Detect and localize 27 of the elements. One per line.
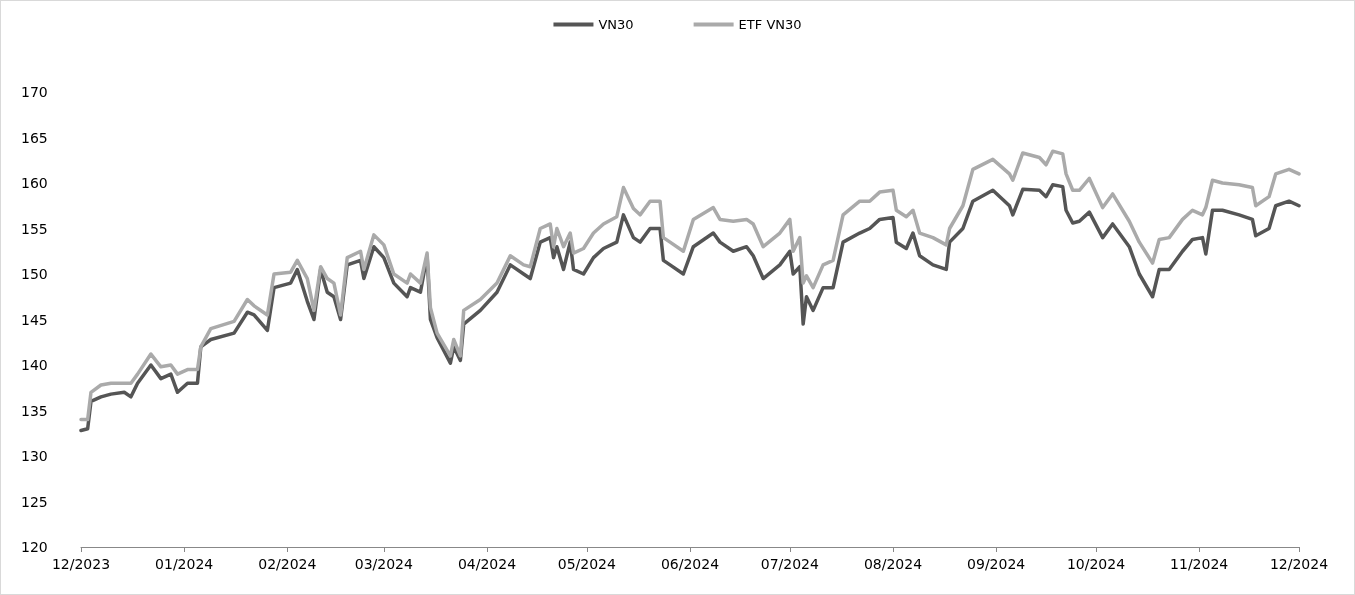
legend-label: VN30 [598, 17, 634, 32]
y-tick-label: 120 [21, 539, 48, 555]
y-tick-label: 170 [21, 84, 48, 100]
x-tick-label: 11/2024 [1170, 556, 1229, 572]
x-tick-label: 05/2024 [557, 556, 616, 572]
x-tick-label: 02/2024 [258, 556, 317, 572]
y-tick-label: 140 [21, 357, 48, 373]
y-tick-label: 125 [21, 493, 48, 510]
y-tick-label: 135 [21, 402, 48, 419]
legend-label: ETF VN30 [738, 17, 802, 32]
x-tick-label: 08/2024 [863, 556, 923, 572]
y-tick-label: 160 [21, 175, 48, 191]
y-tick-label: 130 [21, 448, 48, 464]
y-tick-label: 145 [21, 311, 48, 328]
x-tick-label: 06/2024 [660, 556, 720, 572]
x-tick-label: 03/2024 [354, 556, 413, 572]
x-tick-label: 12/2023 [51, 556, 111, 572]
x-tick-label: 07/2024 [760, 556, 819, 572]
x-tick-label: 01/2024 [155, 556, 214, 572]
x-tick-label: 09/2024 [967, 556, 1026, 572]
x-tick-label: 10/2024 [1066, 556, 1126, 572]
y-tick-label: 165 [21, 129, 48, 146]
y-tick-label: 155 [21, 220, 48, 237]
y-tick-label: 150 [21, 266, 48, 282]
x-tick-label: 04/2024 [457, 556, 517, 572]
line-series [79, 149, 1301, 422]
x-tick-label: 12/2024 [1269, 556, 1329, 572]
